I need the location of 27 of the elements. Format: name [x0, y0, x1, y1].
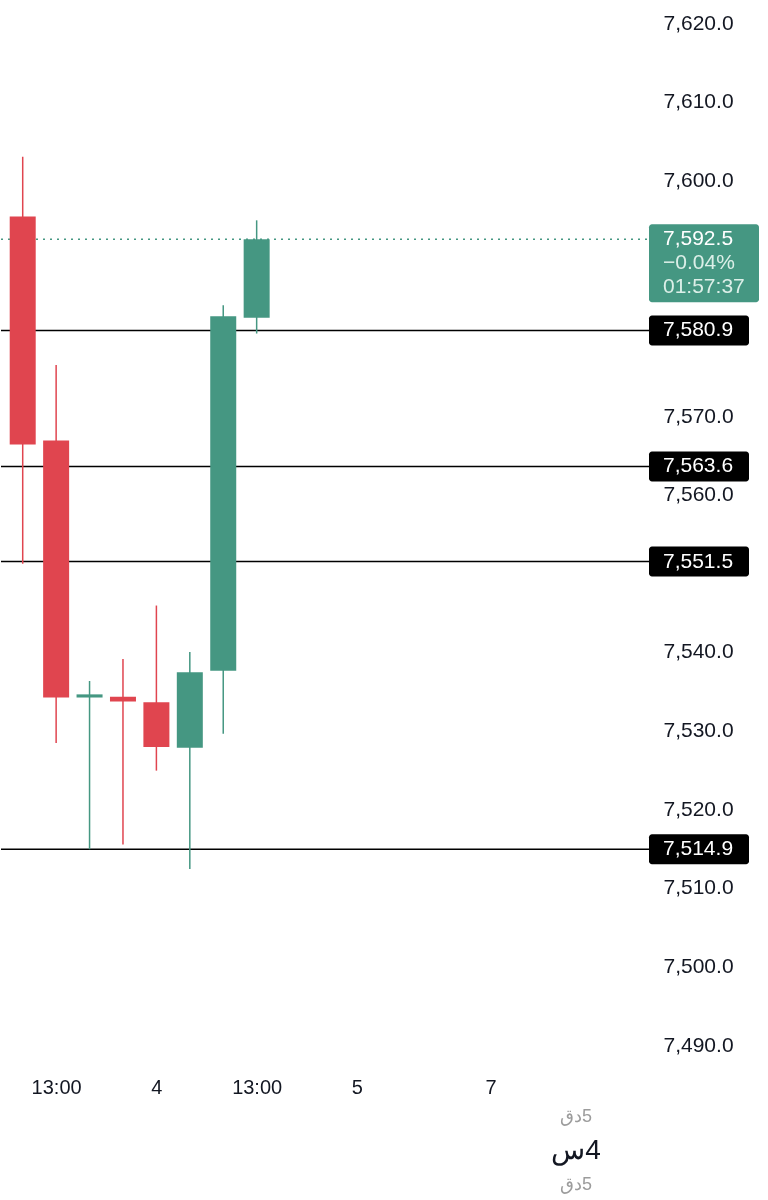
- ref-line-label: 7,563.6: [663, 453, 734, 477]
- text: 01:57:37: [663, 274, 745, 298]
- x-tick-label: 5: [351, 1075, 363, 1098]
- y-tick-label: 7,490.0: [663, 1032, 734, 1056]
- ref-line-label: 7,580.9: [663, 317, 734, 341]
- text: 4س: [551, 1134, 601, 1166]
- x-tick-label: 7: [485, 1075, 497, 1098]
- y-tick-label: 7,500.0: [663, 953, 734, 977]
- x-tick-label: 4: [151, 1075, 163, 1098]
- ref-line-label: 7,514.9: [663, 836, 734, 860]
- y-tick-label: 7,510.0: [663, 875, 734, 899]
- y-tick-label: 7,530.0: [663, 718, 734, 742]
- x-tick-label: 13:00: [232, 1075, 283, 1098]
- text: −0.04%: [663, 250, 735, 274]
- y-tick-label: 7,610.0: [663, 89, 734, 113]
- y-tick-label: 7,570.0: [663, 403, 734, 427]
- ref-line-label: 7,551.5: [663, 548, 734, 572]
- y-tick-label: 7,560.0: [663, 482, 734, 506]
- text: 5دق: [559, 1106, 593, 1126]
- y-tick-label: 7,600.0: [663, 167, 734, 191]
- candlestick: [76, 680, 103, 850]
- text: 5دق: [559, 1174, 593, 1194]
- y-tick-label: 7,540.0: [663, 639, 734, 663]
- x-tick-label: 13:00: [31, 1075, 82, 1098]
- y-tick-label: 7,620.0: [663, 10, 734, 34]
- y-tick-label: 7,520.0: [663, 796, 734, 820]
- ref-line-label: 7,592.5: [663, 226, 734, 250]
